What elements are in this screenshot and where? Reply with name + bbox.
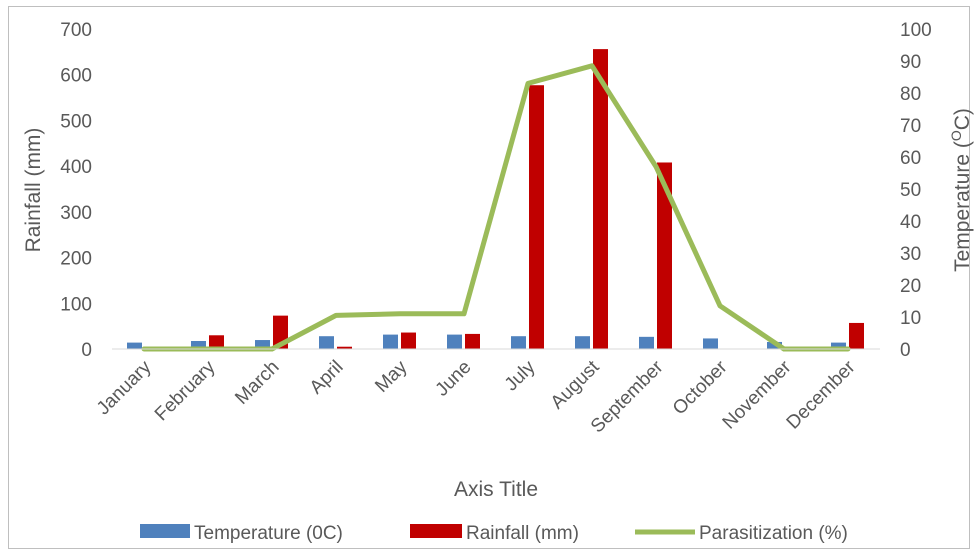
temperature-bar — [191, 341, 206, 349]
right-tick-label: 30 — [900, 244, 921, 265]
rainfall-bar — [209, 335, 224, 349]
legend-label: Rainfall (mm) — [466, 523, 579, 544]
x-tick-label: August — [547, 356, 604, 413]
rainfall-bar — [657, 162, 672, 349]
right-tick-label: 100 — [900, 20, 932, 41]
right-tick-label: 20 — [900, 276, 921, 297]
left-tick-label: 200 — [60, 249, 92, 270]
line-layer — [141, 63, 851, 352]
y2-axis-title: Temperature (OC) — [948, 108, 974, 272]
y-axis-title: Rainfall (mm) — [22, 128, 45, 253]
temperature-bar — [639, 336, 654, 349]
rainfall-bar — [849, 322, 864, 349]
x-tick-label: June — [432, 357, 476, 401]
right-tick-label: 90 — [900, 52, 921, 73]
left-tick-label: 100 — [60, 294, 92, 315]
legend-label: Parasitization (%) — [699, 523, 848, 544]
right-tick-label: 50 — [900, 180, 921, 201]
legend-swatch — [410, 524, 462, 538]
right-tick-label: 10 — [900, 308, 921, 329]
temperature-bar — [575, 336, 590, 349]
temperature-bar — [127, 342, 142, 349]
right-tick-label: 80 — [900, 84, 921, 105]
rainfall-bar — [337, 346, 352, 349]
left-tick-label: 0 — [81, 340, 92, 361]
x-tick-label: April — [306, 357, 348, 399]
rainfall-bar — [529, 85, 544, 349]
left-tick-label: 300 — [60, 203, 92, 224]
x-tick-label: January — [93, 356, 156, 419]
temperature-bar — [831, 342, 846, 349]
x-tick-label: December — [783, 356, 860, 433]
x-tick-label: November — [719, 356, 796, 433]
legend-label: Temperature (0C) — [194, 523, 343, 544]
temperature-bar — [703, 338, 718, 349]
legend: Temperature (0C) Rainfall (mm) Parasitizat… — [140, 523, 848, 544]
x-tick-label: March — [231, 357, 283, 409]
x-tick-label: May — [371, 356, 412, 397]
chart-frame — [8, 6, 970, 549]
right-axis-ticks: 0 10 20 30 40 50 60 70 80 90 100 — [900, 20, 932, 361]
right-tick-label: 60 — [900, 148, 921, 169]
rainfall-bar — [401, 332, 416, 349]
temperature-bar — [511, 336, 526, 349]
rainfall-bar — [593, 49, 608, 349]
x-tick-label: October — [669, 356, 732, 419]
left-tick-label: 700 — [60, 20, 92, 41]
right-tick-label: 0 — [900, 340, 911, 361]
temperature-bar — [383, 334, 398, 349]
x-axis-title: Axis Title — [454, 478, 538, 501]
left-tick-label: 600 — [60, 66, 92, 87]
parasitization-line — [141, 63, 851, 352]
temperature-bar — [255, 340, 270, 349]
legend-swatch — [140, 524, 190, 538]
right-tick-label: 40 — [900, 212, 921, 233]
rainfall-bar — [465, 333, 480, 349]
x-tick-label: July — [501, 356, 540, 395]
right-tick-label: 70 — [900, 116, 921, 137]
temperature-bar — [319, 336, 334, 349]
left-axis-ticks: 0 100 200 300 400 500 600 700 — [60, 20, 92, 361]
bars-layer — [127, 49, 864, 349]
temperature-bar — [447, 334, 462, 349]
left-tick-label: 400 — [60, 157, 92, 178]
x-tick-label: February — [151, 356, 220, 425]
left-tick-label: 500 — [60, 111, 92, 132]
